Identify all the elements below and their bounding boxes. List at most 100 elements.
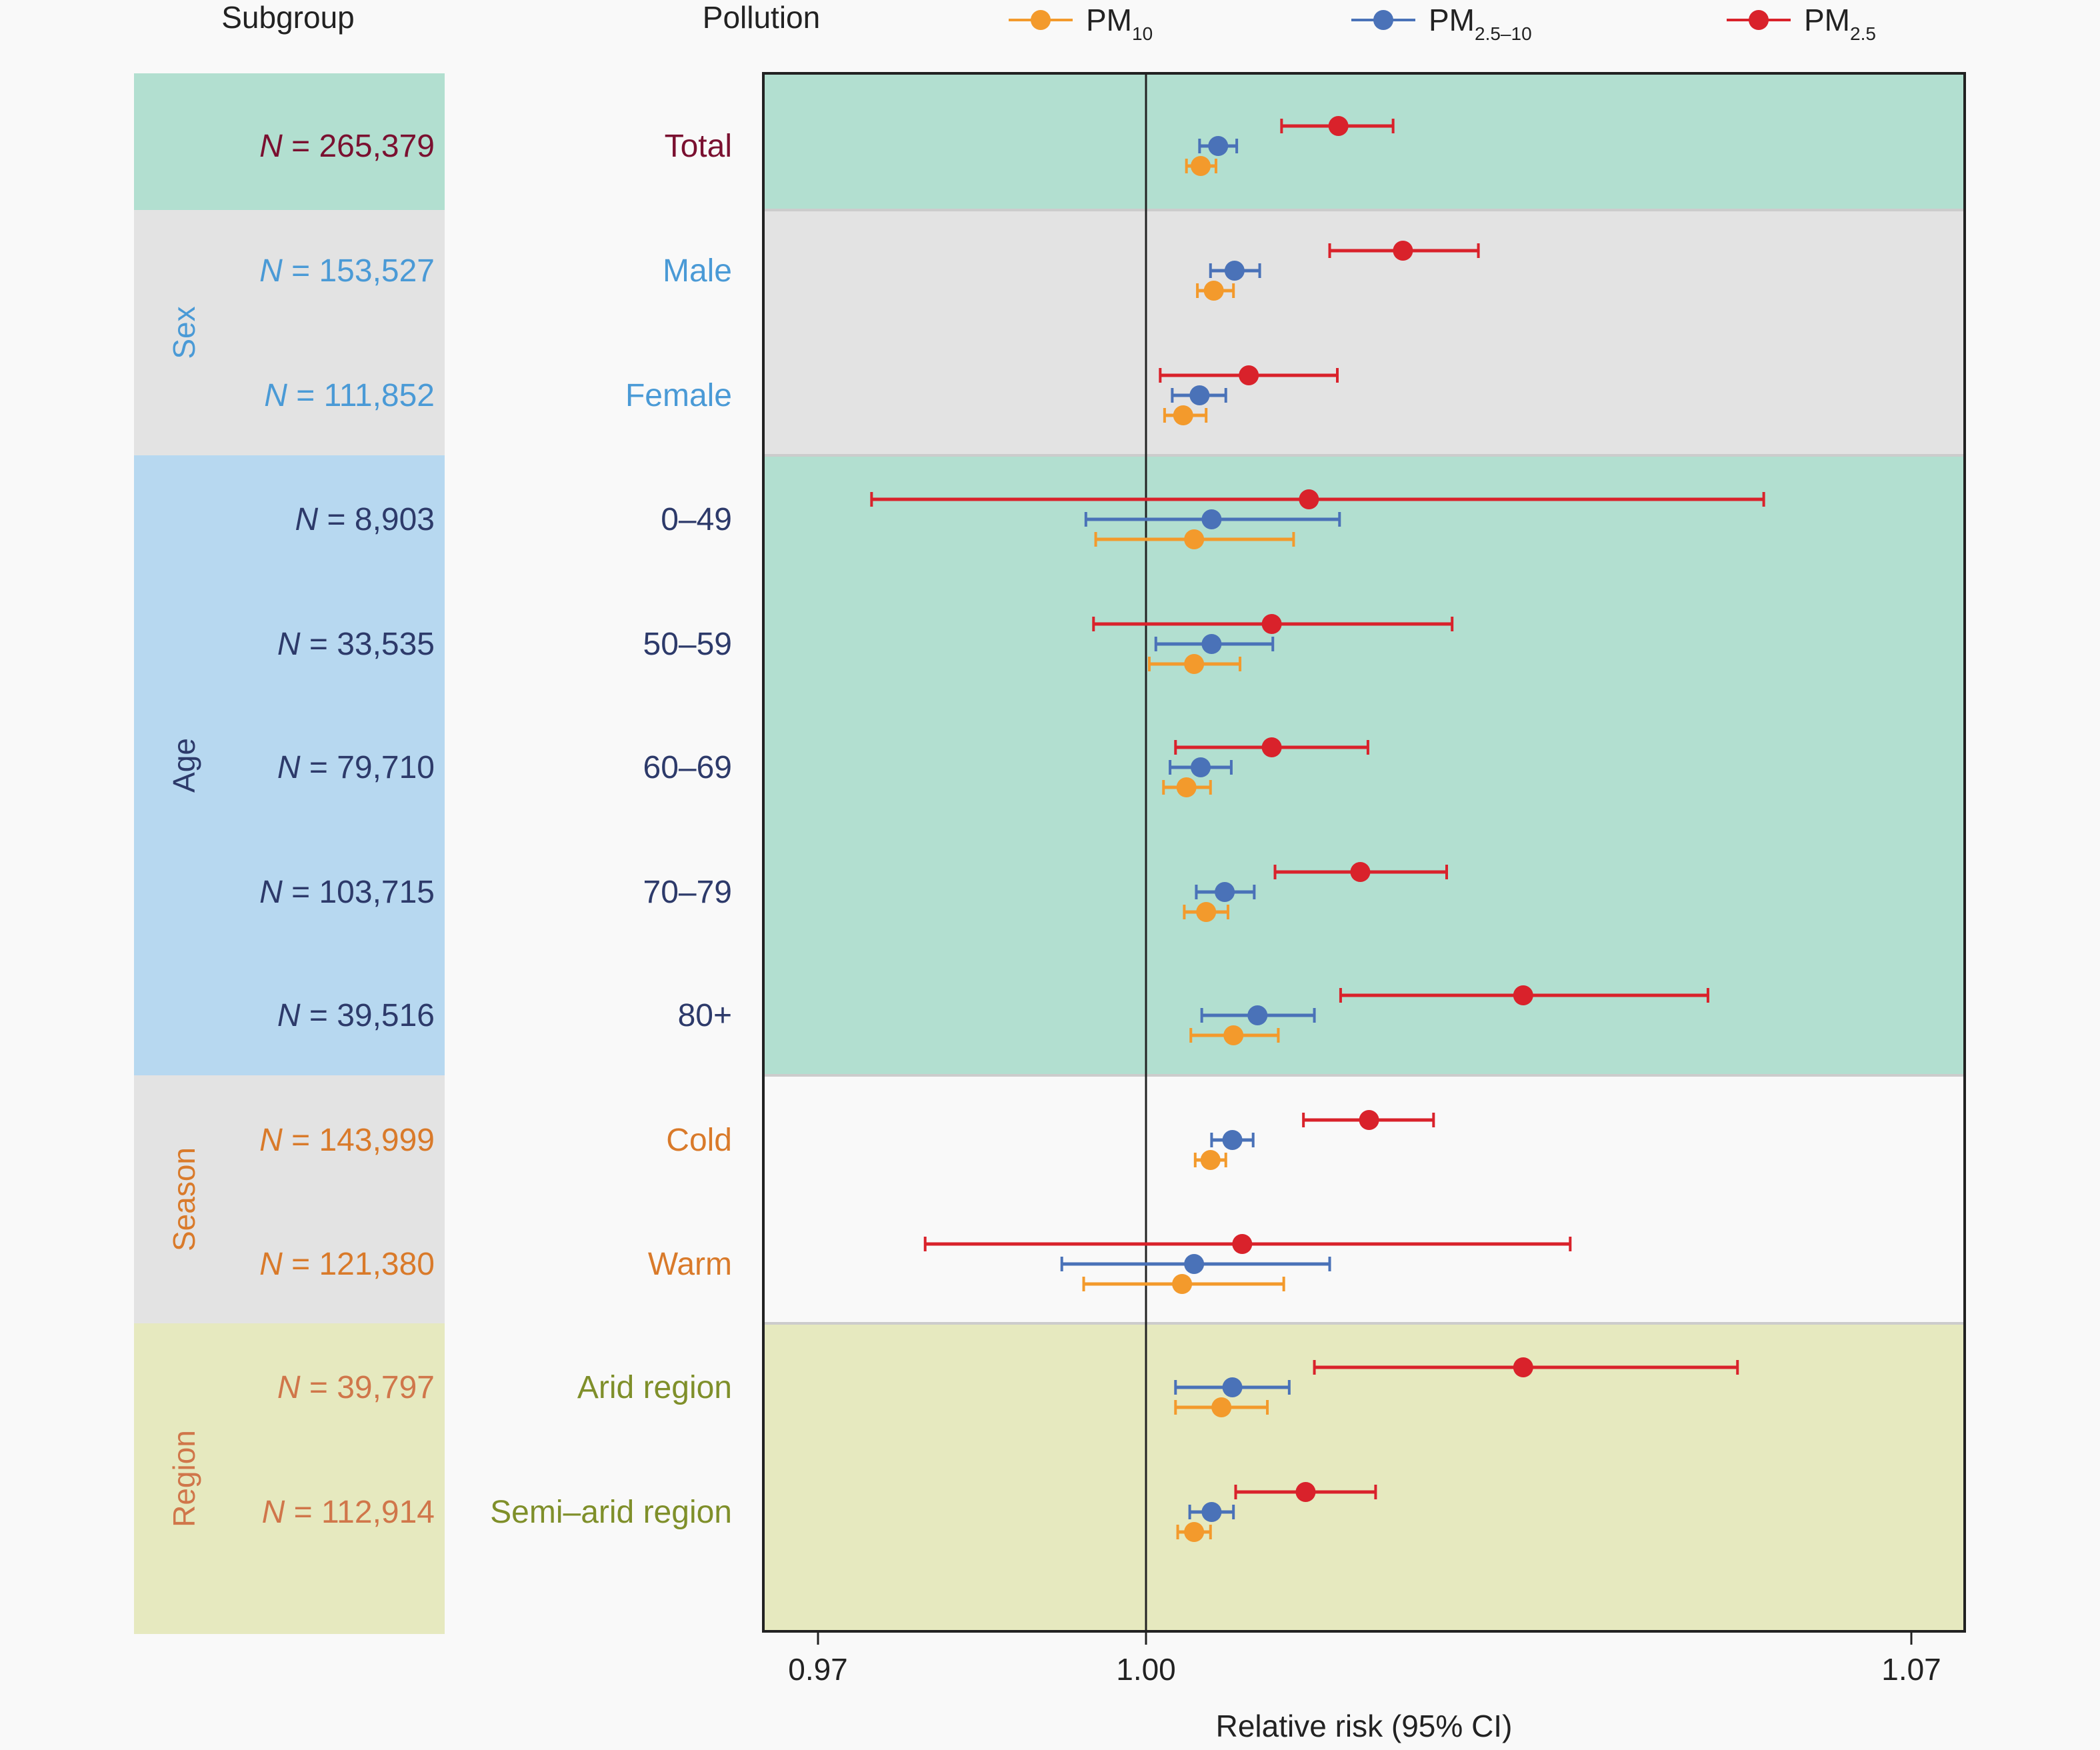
sample-size-label: N = 111,852	[264, 378, 435, 413]
ci-pm2510	[1209, 261, 1261, 281]
sample-size-label: N = 39,516	[277, 998, 435, 1033]
ci-pm2510	[1195, 882, 1256, 902]
ci-pm10	[1174, 1397, 1269, 1417]
sample-size-label: N = 112,914	[262, 1495, 435, 1530]
sample-size-label: N = 143,999	[259, 1123, 435, 1158]
point-estimate	[1299, 489, 1319, 509]
point-estimate	[1513, 1357, 1533, 1377]
legend-item-pm25: PM2.5	[1727, 3, 1876, 44]
ci-pm25	[1339, 985, 1709, 1005]
sample-size-label: N = 33,535	[277, 627, 435, 662]
sample-size-label: N = 153,527	[259, 253, 435, 289]
point-estimate	[1211, 1397, 1232, 1417]
point-estimate	[1189, 385, 1210, 405]
subgroup-label: 0–49	[661, 502, 732, 537]
group-label-region: Region	[167, 1430, 201, 1527]
ci-pm25	[1234, 1482, 1377, 1502]
plot-frame	[762, 72, 1966, 1633]
ci-pm25	[1273, 862, 1448, 882]
subgroup-header: Subgroup	[221, 0, 355, 35]
point-estimate	[1295, 1482, 1316, 1502]
group-panel-sex	[134, 210, 445, 455]
group-panel-season	[134, 1075, 445, 1323]
ci-pm2510	[1171, 385, 1227, 405]
ci-pm2510	[1169, 757, 1233, 777]
ci-pm10	[1185, 156, 1217, 176]
legend-marker	[1373, 10, 1393, 30]
ci-pm2510	[1210, 1130, 1255, 1150]
plot-band-sex	[763, 210, 1965, 455]
ci-pm25	[870, 489, 1765, 509]
ci-pm25	[1328, 241, 1480, 261]
subgroup-label: 70–79	[643, 875, 732, 910]
legend-marker	[1749, 10, 1769, 30]
x-tick-label: 1.07	[1881, 1652, 1941, 1687]
legend-label: PM10	[1086, 3, 1153, 44]
point-estimate	[1328, 116, 1349, 136]
point-estimate	[1173, 405, 1193, 425]
pollution-header: Pollution	[703, 0, 820, 35]
subgroup-label: Female	[625, 378, 732, 413]
point-estimate	[1222, 1130, 1243, 1150]
group-label-season: Season	[167, 1147, 201, 1251]
point-estimate	[1184, 654, 1205, 674]
x-axis-label: Relative risk (95% CI)	[1216, 1709, 1513, 1743]
ci-pm10	[1176, 1522, 1212, 1542]
point-estimate	[1215, 882, 1235, 902]
plot-band-total	[763, 73, 1965, 210]
point-estimate	[1261, 614, 1282, 634]
point-estimate	[1172, 1274, 1193, 1294]
subgroup-label: Warm	[648, 1247, 732, 1282]
ci-pm10	[1189, 1025, 1280, 1045]
ci-pm10	[1094, 529, 1295, 549]
ci-pm10	[1163, 405, 1208, 425]
ci-pm25	[1280, 116, 1395, 136]
point-estimate	[1201, 1502, 1222, 1522]
x-tick-label: 0.97	[788, 1652, 848, 1687]
ci-pm2510	[1060, 1254, 1331, 1274]
sample-size-label: N = 103,715	[259, 875, 435, 910]
point-estimate	[1184, 529, 1205, 549]
legend-item-pm10: PM10	[1009, 3, 1153, 44]
legend-label: PM2.5–10	[1429, 3, 1532, 44]
group-panel-total	[134, 73, 445, 210]
point-estimate	[1239, 365, 1259, 385]
point-estimate	[1350, 862, 1371, 882]
point-estimate	[1232, 1234, 1253, 1254]
plot-band-region	[763, 1323, 1965, 1631]
ci-pm2510	[1084, 509, 1341, 529]
ci-pm10	[1196, 281, 1235, 301]
point-estimate	[1191, 757, 1211, 777]
point-estimate	[1224, 261, 1245, 281]
ci-pm10	[1162, 777, 1212, 797]
subgroup-label: 60–69	[643, 750, 732, 785]
sample-size-label: N = 79,710	[277, 750, 435, 785]
point-estimate	[1513, 985, 1533, 1005]
point-estimate	[1196, 902, 1217, 922]
point-estimate	[1201, 634, 1222, 654]
legend-marker	[1031, 10, 1051, 30]
sample-size-label: N = 39,797	[277, 1370, 435, 1405]
point-estimate	[1200, 1150, 1221, 1170]
point-estimate	[1222, 1377, 1243, 1397]
point-estimate	[1247, 1005, 1268, 1025]
ci-pm2510	[1188, 1502, 1235, 1522]
ci-pm10	[1082, 1274, 1285, 1294]
point-estimate	[1208, 136, 1229, 156]
sample-size-label: N = 121,380	[259, 1247, 435, 1282]
ci-pm2510	[1154, 634, 1275, 654]
subgroup-label: Total	[665, 129, 732, 164]
subgroup-label: Arid region	[577, 1370, 732, 1405]
sample-size-label: N = 265,379	[259, 129, 435, 164]
ci-pm2510	[1174, 1377, 1291, 1397]
ci-pm25	[1302, 1110, 1435, 1130]
ci-pm2510	[1200, 1005, 1316, 1025]
x-tick-label: 1.00	[1116, 1652, 1176, 1687]
ci-pm25	[1159, 365, 1339, 385]
ci-pm2510	[1198, 136, 1239, 156]
ci-pm10	[1193, 1150, 1227, 1170]
ci-pm25	[923, 1234, 1572, 1254]
point-estimate	[1191, 156, 1211, 176]
subgroup-label: Cold	[666, 1123, 732, 1158]
